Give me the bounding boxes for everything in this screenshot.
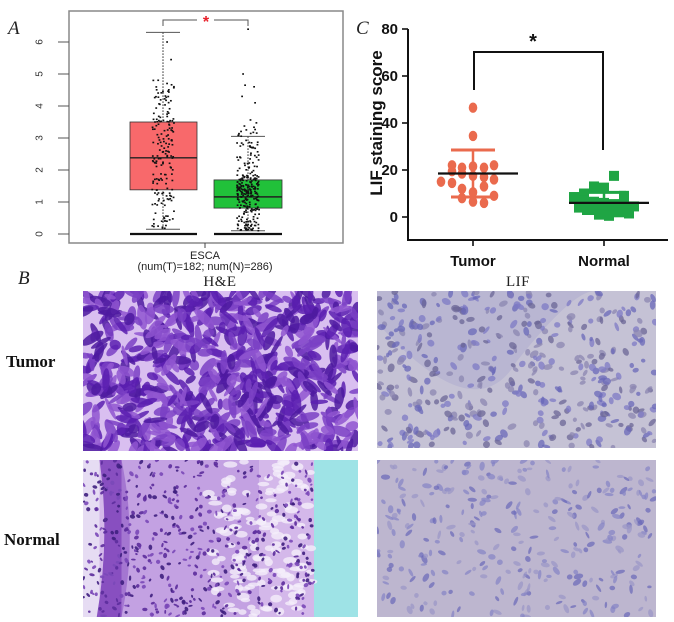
svg-text:40: 40 — [381, 115, 398, 132]
svg-text:0: 0 — [390, 209, 398, 226]
svg-text:80: 80 — [381, 21, 398, 38]
svg-text:5: 5 — [35, 71, 46, 77]
boxplot-panel-a: 0 1 2 3 4 5 6 * ESCA (num(T)=182; num(N)=286) — [35, 10, 344, 273]
svg-text:60: 60 — [381, 68, 398, 85]
row-label-normal: Normal — [4, 530, 60, 549]
svg-text:3: 3 — [35, 135, 46, 141]
lif-tumor-image — [377, 291, 656, 448]
lif-normal-image — [377, 460, 656, 617]
x-axis-sublabel: (num(T)=182; num(N)=286) — [137, 261, 272, 273]
svg-text:*: * — [529, 31, 537, 53]
svg-text:*: * — [203, 14, 210, 31]
svg-text:0: 0 — [35, 231, 46, 237]
svg-text:20: 20 — [381, 162, 398, 179]
row-label-tumor: Tumor — [6, 352, 56, 371]
svg-text:2: 2 — [35, 167, 46, 173]
significance-bracket: * — [473, 31, 604, 150]
svg-text:1: 1 — [35, 199, 46, 205]
panel-label-c: C — [356, 18, 369, 39]
dotplot-panel-c: 0 20 40 60 80 LIF staining score Tumor Normal * — [367, 21, 668, 270]
he-tumor-image — [83, 291, 358, 451]
plot-frame — [68, 10, 344, 244]
column-header-he: H&E — [203, 274, 237, 290]
panel-label-b: B — [18, 268, 30, 289]
svg-text:6: 6 — [35, 39, 46, 45]
panel-label-a: A — [8, 18, 20, 39]
y-axis: 0 1 2 3 4 5 6 — [35, 39, 69, 237]
axes: 0 20 40 60 80 LIF staining score Tumor Normal — [367, 21, 668, 270]
column-header-lif: LIF — [506, 274, 530, 290]
significance-bracket: * — [162, 14, 249, 31]
he-normal-image — [83, 460, 358, 617]
svg-text:LIF staining score: LIF staining score — [367, 50, 386, 195]
jitter-points — [151, 28, 260, 232]
svg-text:Normal: Normal — [578, 253, 630, 270]
data-points — [436, 102, 649, 221]
svg-text:4: 4 — [35, 103, 46, 109]
x-axis-label: ESCA — [190, 250, 221, 262]
svg-text:Tumor: Tumor — [450, 253, 496, 270]
